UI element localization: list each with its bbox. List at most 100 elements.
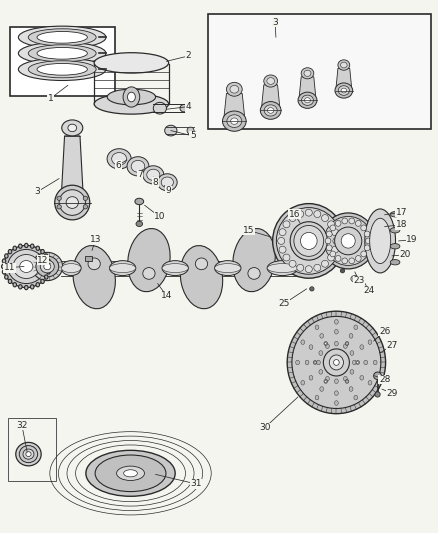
- Ellipse shape: [162, 261, 188, 276]
- Ellipse shape: [324, 216, 372, 265]
- Ellipse shape: [124, 470, 138, 477]
- Ellipse shape: [301, 68, 314, 79]
- Ellipse shape: [290, 222, 327, 260]
- Text: 19: 19: [406, 236, 417, 244]
- Ellipse shape: [7, 249, 45, 284]
- Circle shape: [41, 279, 44, 284]
- Ellipse shape: [298, 92, 317, 108]
- Ellipse shape: [332, 229, 339, 236]
- Ellipse shape: [268, 108, 274, 113]
- Ellipse shape: [333, 238, 340, 244]
- Circle shape: [2, 270, 6, 274]
- Polygon shape: [224, 93, 245, 119]
- Circle shape: [44, 254, 48, 258]
- Ellipse shape: [356, 255, 361, 261]
- Ellipse shape: [267, 78, 275, 84]
- Ellipse shape: [32, 253, 63, 280]
- Ellipse shape: [143, 166, 164, 184]
- Ellipse shape: [131, 160, 145, 172]
- Ellipse shape: [40, 260, 54, 273]
- Ellipse shape: [390, 244, 400, 249]
- Circle shape: [25, 243, 28, 248]
- Ellipse shape: [356, 221, 361, 227]
- Circle shape: [368, 340, 372, 344]
- Circle shape: [354, 395, 358, 400]
- Ellipse shape: [346, 381, 348, 382]
- Ellipse shape: [349, 258, 354, 264]
- Circle shape: [309, 375, 313, 380]
- Text: 2: 2: [186, 52, 191, 60]
- Text: 30: 30: [259, 423, 271, 432]
- Circle shape: [18, 285, 22, 289]
- Ellipse shape: [57, 196, 61, 200]
- Text: 15: 15: [243, 226, 254, 235]
- Ellipse shape: [180, 246, 223, 309]
- Text: 11: 11: [4, 263, 15, 272]
- Ellipse shape: [61, 261, 81, 276]
- Ellipse shape: [301, 95, 314, 106]
- Circle shape: [8, 249, 12, 254]
- Bar: [8, 418, 56, 481]
- Ellipse shape: [278, 238, 285, 244]
- Ellipse shape: [325, 343, 327, 344]
- Ellipse shape: [365, 209, 396, 273]
- Ellipse shape: [123, 87, 140, 107]
- Text: 9: 9: [166, 187, 172, 195]
- Ellipse shape: [61, 264, 81, 272]
- Ellipse shape: [324, 342, 328, 345]
- Polygon shape: [261, 85, 280, 108]
- Circle shape: [309, 345, 313, 350]
- Ellipse shape: [314, 264, 321, 271]
- Circle shape: [44, 275, 48, 279]
- Ellipse shape: [233, 229, 275, 292]
- Ellipse shape: [36, 256, 59, 277]
- Ellipse shape: [26, 452, 31, 456]
- Ellipse shape: [351, 276, 359, 282]
- Ellipse shape: [127, 92, 135, 102]
- Ellipse shape: [334, 360, 339, 365]
- Text: 6: 6: [115, 161, 121, 169]
- Ellipse shape: [107, 89, 155, 105]
- Ellipse shape: [28, 45, 96, 62]
- Ellipse shape: [162, 264, 188, 272]
- Ellipse shape: [314, 361, 316, 364]
- Circle shape: [13, 246, 17, 251]
- Text: 29: 29: [386, 389, 398, 398]
- Ellipse shape: [223, 111, 246, 131]
- Ellipse shape: [215, 261, 241, 276]
- Ellipse shape: [300, 232, 317, 249]
- Ellipse shape: [283, 221, 290, 228]
- Ellipse shape: [353, 277, 357, 280]
- Ellipse shape: [365, 238, 371, 244]
- Bar: [85, 256, 92, 261]
- Circle shape: [47, 264, 51, 269]
- Circle shape: [1, 264, 5, 269]
- Circle shape: [335, 320, 338, 324]
- Circle shape: [364, 360, 367, 365]
- Text: 28: 28: [379, 375, 390, 384]
- Circle shape: [343, 344, 347, 349]
- Ellipse shape: [94, 94, 169, 114]
- Ellipse shape: [109, 462, 152, 484]
- Circle shape: [350, 351, 354, 356]
- Ellipse shape: [323, 349, 350, 376]
- Circle shape: [317, 360, 320, 365]
- Ellipse shape: [346, 343, 348, 344]
- Text: 32: 32: [16, 421, 28, 430]
- Ellipse shape: [143, 268, 155, 279]
- Ellipse shape: [276, 207, 341, 274]
- Ellipse shape: [361, 251, 367, 257]
- Ellipse shape: [341, 233, 355, 248]
- Ellipse shape: [18, 58, 106, 80]
- Ellipse shape: [304, 70, 311, 76]
- Circle shape: [353, 360, 356, 365]
- Ellipse shape: [180, 104, 188, 112]
- Ellipse shape: [329, 355, 343, 370]
- Circle shape: [349, 334, 353, 338]
- Ellipse shape: [390, 212, 400, 217]
- Ellipse shape: [264, 105, 277, 116]
- Circle shape: [36, 246, 39, 251]
- Ellipse shape: [18, 42, 106, 64]
- Ellipse shape: [330, 225, 336, 231]
- Ellipse shape: [314, 211, 321, 217]
